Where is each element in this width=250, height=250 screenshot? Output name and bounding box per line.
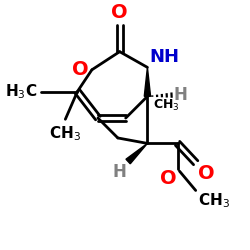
Text: O: O bbox=[111, 3, 128, 22]
Text: CH$_3$: CH$_3$ bbox=[49, 124, 81, 143]
Text: H: H bbox=[112, 163, 126, 181]
Text: O: O bbox=[160, 169, 176, 188]
Text: NH: NH bbox=[150, 48, 180, 66]
Polygon shape bbox=[126, 144, 148, 164]
Text: H$_3$C: H$_3$C bbox=[5, 82, 38, 101]
Text: O: O bbox=[72, 60, 89, 79]
Text: CH$_3$: CH$_3$ bbox=[198, 192, 230, 210]
Text: H: H bbox=[174, 86, 187, 104]
Polygon shape bbox=[144, 67, 150, 96]
Text: CH$_3$: CH$_3$ bbox=[154, 98, 180, 113]
Text: O: O bbox=[198, 164, 215, 183]
